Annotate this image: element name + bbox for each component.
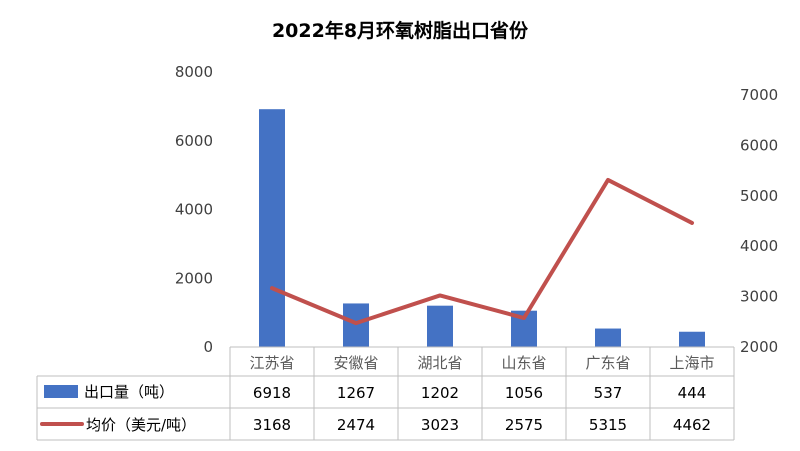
left-axis-tick-label: 4000: [175, 201, 213, 219]
line-point: [271, 287, 273, 289]
chart-title: 2022年8月环氧树脂出口省份: [272, 19, 529, 42]
right-axis-tick-label: 6000: [740, 136, 778, 154]
right-axis-tick-label: 3000: [740, 288, 778, 306]
legend-label-line: 均价（美元/吨）: [86, 416, 196, 434]
price-line: [270, 177, 694, 326]
bar: [343, 303, 369, 347]
table-cell-volume: 537: [594, 384, 623, 402]
table-cell-price: 2575: [505, 416, 543, 434]
right-y-axis: 2000 3000 4000 5000 6000 7000: [740, 86, 778, 356]
right-axis-tick-label: 5000: [740, 187, 778, 205]
category-label: 湖北省: [417, 354, 462, 372]
table-cell-volume: 1267: [337, 384, 375, 402]
right-axis-tick-label: 2000: [740, 338, 778, 356]
line-point: [607, 179, 609, 181]
table-cell-volume: 6918: [253, 384, 291, 402]
legend-bar-key: [44, 385, 78, 398]
table-cell-volume: 1056: [505, 384, 543, 402]
category-label: 山东省: [501, 354, 546, 372]
table-cell-price: 4462: [673, 416, 711, 434]
left-axis-tick-label: 0: [203, 338, 213, 356]
category-label: 安徽省: [333, 354, 378, 372]
legend-label-bar: 出口量（吨）: [84, 383, 174, 401]
line-point: [439, 294, 441, 296]
table-cell-price: 2474: [337, 416, 375, 434]
bar: [679, 331, 705, 347]
bar: [259, 109, 285, 347]
line-point: [691, 222, 693, 224]
left-axis-tick-label: 2000: [175, 269, 213, 287]
line-point: [523, 317, 525, 319]
left-y-axis: 0 2000 4000 6000 8000: [175, 63, 213, 356]
table-cell-volume: 444: [678, 384, 707, 402]
right-axis-tick-label: 4000: [740, 237, 778, 255]
line-series: [270, 177, 694, 326]
category-label: 上海市: [669, 354, 714, 372]
category-label: 广东省: [585, 354, 630, 372]
left-axis-tick-label: 6000: [175, 132, 213, 150]
table-cell-price: 3023: [421, 416, 459, 434]
category-label: 江苏省: [249, 354, 294, 372]
bar: [595, 328, 621, 347]
table-cell-volume: 1202: [421, 384, 459, 402]
table-cell-price: 3168: [253, 416, 291, 434]
left-axis-tick-label: 8000: [175, 63, 213, 81]
bar: [427, 305, 453, 347]
right-axis-tick-label: 7000: [740, 86, 778, 104]
table-cell-price: 5315: [589, 416, 627, 434]
line-point: [355, 322, 357, 324]
